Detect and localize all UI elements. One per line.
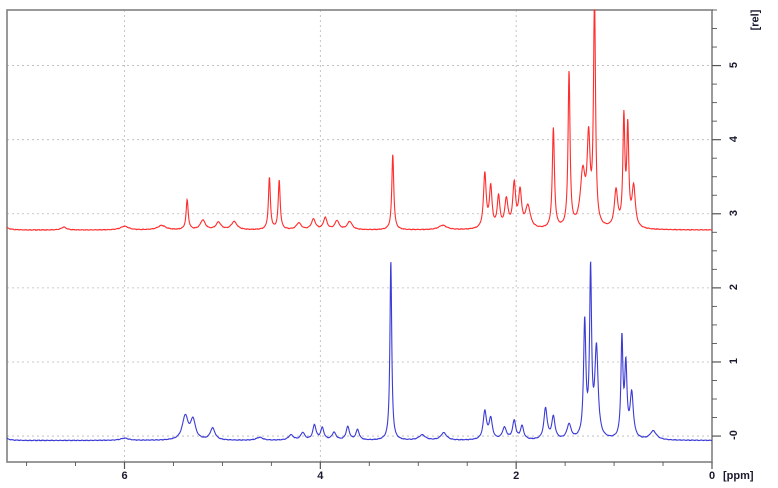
x-tick-label: 2 [513,470,520,482]
grid-lines [7,10,713,462]
x-axis-label: [ppm] [723,470,754,482]
y-tick-label: -0 [728,430,740,440]
spectrum-trace-blue [6,261,713,442]
spectrum-trace-red [6,9,713,231]
x-tick-label: 6 [121,470,128,482]
x-tick-label: 4 [317,470,324,482]
y-tick-label: 1 [728,357,740,365]
y-tick-label: 3 [728,209,740,216]
axis-ticks [26,9,721,469]
y-tick-label: 4 [728,135,740,142]
plot-frame [6,9,713,463]
y-tick-label: 5 [728,61,740,68]
y-axis-label: [rel] [749,9,762,31]
y-tick-label: 2 [728,283,740,290]
x-tick-label: 0 [708,470,716,482]
